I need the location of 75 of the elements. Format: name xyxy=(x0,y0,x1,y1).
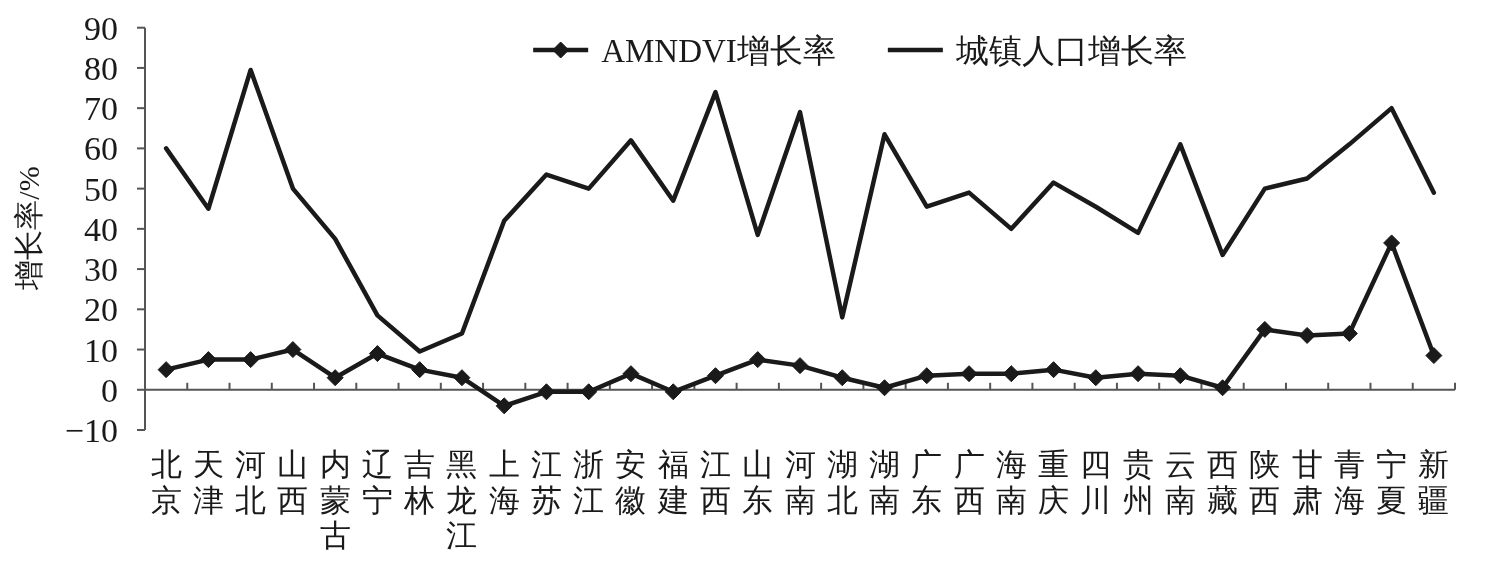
x-tick-label: 西藏 xyxy=(1207,447,1239,518)
point xyxy=(1256,320,1274,338)
point xyxy=(1298,326,1316,344)
point xyxy=(918,367,936,385)
point xyxy=(495,397,513,415)
point xyxy=(1171,367,1189,385)
x-tick-label: 广东 xyxy=(911,447,943,518)
y-axis-title: 增长率/% xyxy=(12,166,45,291)
point xyxy=(1425,347,1443,365)
x-tick-label: 湖南 xyxy=(869,447,901,518)
point xyxy=(706,367,724,385)
point xyxy=(749,351,767,369)
x-tick-label: 江苏 xyxy=(530,447,562,518)
y-tick-label: 0 xyxy=(101,371,118,409)
x-tick-label: 北京 xyxy=(150,447,182,518)
x-tick-label: 广西 xyxy=(953,447,985,518)
y-tick-label: 20 xyxy=(84,291,118,329)
x-tick-label: 贵州 xyxy=(1122,447,1154,518)
point xyxy=(580,383,598,401)
y-tick-label: 40 xyxy=(84,210,118,248)
x-tick-label: 黑龙江 xyxy=(446,447,478,553)
x-tick-label: 甘肃 xyxy=(1291,447,1323,518)
y-tick-label: 70 xyxy=(84,90,118,128)
y-tick-label: −10 xyxy=(64,412,118,449)
point xyxy=(1340,324,1358,342)
legend-label: 城镇人口增长率 xyxy=(954,32,1187,69)
x-tick-label: 四川 xyxy=(1080,447,1112,518)
y-tick-label: 60 xyxy=(84,130,118,168)
x-tick-label: 陕西 xyxy=(1249,447,1281,518)
x-tick-label: 辽宁 xyxy=(361,447,393,518)
x-tick-label: 山西 xyxy=(277,447,309,518)
point xyxy=(622,365,640,383)
y-tick-label: 10 xyxy=(84,331,118,369)
point xyxy=(1087,369,1105,387)
legend-label: AMNDVI增长率 xyxy=(601,32,836,69)
point xyxy=(284,341,302,359)
point xyxy=(833,369,851,387)
x-tick-label: 新疆 xyxy=(1418,447,1450,518)
point xyxy=(537,383,555,401)
x-tick-label: 宁夏 xyxy=(1376,447,1408,518)
point xyxy=(157,361,175,379)
x-tick-label: 浙江 xyxy=(573,447,605,518)
x-tick-label: 河南 xyxy=(784,447,816,518)
point xyxy=(242,351,260,369)
x-tick-label: 河北 xyxy=(235,447,267,518)
x-tick-label: 云南 xyxy=(1164,447,1196,518)
point xyxy=(664,383,682,401)
x-tick-label: 天津 xyxy=(192,447,224,518)
point xyxy=(1214,379,1232,397)
x-tick-label: 重庆 xyxy=(1038,447,1070,518)
y-tick-label: 90 xyxy=(84,9,118,47)
y-tick-label: 80 xyxy=(84,49,118,87)
point xyxy=(326,369,344,387)
x-tick-label: 海南 xyxy=(995,447,1027,518)
point xyxy=(1045,361,1063,379)
x-tick-label: 安徽 xyxy=(615,447,647,518)
x-tick-label: 上海 xyxy=(488,447,520,518)
x-tick-label: 青海 xyxy=(1333,447,1365,518)
x-tick-label: 山东 xyxy=(742,447,774,518)
x-tick-label: 吉林 xyxy=(403,447,436,518)
y-tick-label: 50 xyxy=(84,170,118,208)
y-tick-label: 30 xyxy=(84,251,118,289)
x-tick-label: 湖北 xyxy=(826,447,858,518)
point xyxy=(453,369,471,387)
point xyxy=(1383,234,1401,252)
point xyxy=(960,365,978,383)
x-tick-label: 江西 xyxy=(699,447,731,518)
point xyxy=(199,351,217,369)
point xyxy=(411,361,429,379)
point xyxy=(876,379,894,397)
x-tick-label: 内蒙古 xyxy=(319,447,351,553)
x-tick-label: 福建 xyxy=(656,447,689,518)
point xyxy=(791,357,809,375)
point xyxy=(368,345,386,363)
point xyxy=(1129,365,1147,383)
